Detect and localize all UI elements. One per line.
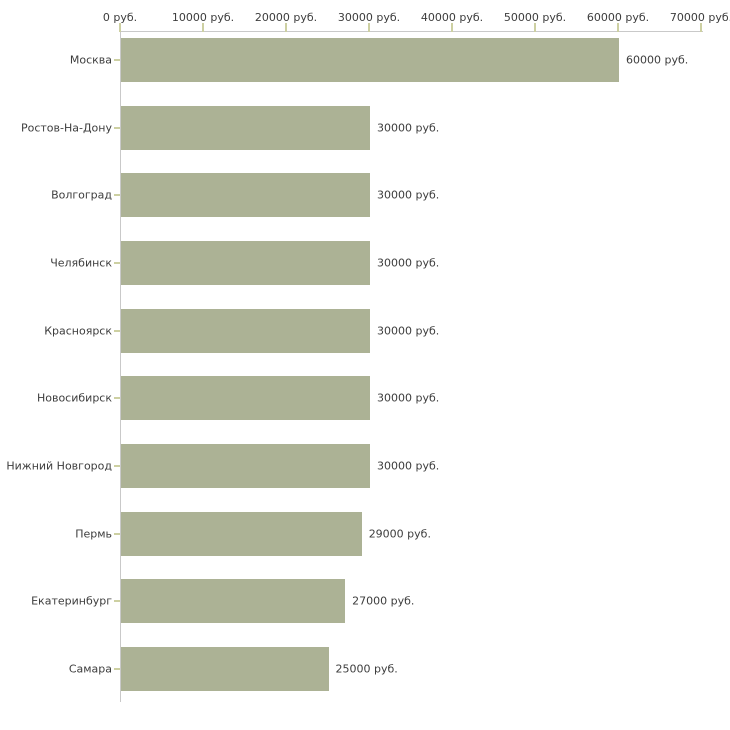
y-axis-line xyxy=(120,31,121,702)
bar-1 xyxy=(121,38,619,82)
y-axis-tick xyxy=(114,329,120,332)
y-axis-tick xyxy=(114,465,120,468)
x-axis-tick xyxy=(700,23,702,32)
category-label: Нижний Новгород xyxy=(6,459,112,473)
x-axis-tick-label: 70000 руб. xyxy=(669,11,730,24)
value-label: 25000 руб. xyxy=(335,662,398,676)
category-label: Красноярск xyxy=(44,324,112,338)
value-label: 30000 руб. xyxy=(377,256,440,270)
x-axis-tick-label: 20000 руб. xyxy=(254,11,318,24)
value-label: 29000 руб. xyxy=(368,527,431,541)
category-label: Екатеринбург xyxy=(31,594,112,608)
category-label: Самара xyxy=(68,662,112,676)
bar-7 xyxy=(121,444,370,489)
bar-2 xyxy=(121,105,370,150)
value-label: 27000 руб. xyxy=(352,594,415,608)
x-axis-tick xyxy=(285,23,287,32)
category-label: Челябинск xyxy=(50,256,112,270)
x-axis-tick-label: 0 руб. xyxy=(102,11,138,24)
y-axis-tick xyxy=(114,600,120,603)
bar-9 xyxy=(121,579,346,624)
x-axis-tick xyxy=(617,23,619,32)
value-label: 30000 руб. xyxy=(377,459,440,473)
category-label: Волгоград xyxy=(51,188,112,202)
y-axis-tick xyxy=(114,668,120,671)
bar-8 xyxy=(121,511,362,556)
y-axis-tick xyxy=(114,397,120,400)
bar-3 xyxy=(121,173,370,218)
y-axis-tick xyxy=(114,194,120,197)
y-axis-tick xyxy=(114,59,120,61)
value-label: 30000 руб. xyxy=(377,391,440,405)
value-label: 30000 руб. xyxy=(377,188,440,202)
bar-10 xyxy=(121,647,329,692)
value-label: 60000 руб. xyxy=(626,53,689,67)
y-axis-tick xyxy=(114,126,120,129)
x-axis-tick-label: 60000 руб. xyxy=(586,11,650,24)
bar-5 xyxy=(121,308,370,353)
y-axis-tick xyxy=(114,532,120,535)
category-label: Новосибирск xyxy=(36,391,112,405)
x-axis-tick xyxy=(451,23,453,32)
value-label: 30000 руб. xyxy=(377,324,440,338)
value-label: 30000 руб. xyxy=(377,121,440,135)
x-axis-tick-label: 40000 руб. xyxy=(420,11,484,24)
category-label: Пермь xyxy=(75,527,112,541)
x-axis-tick xyxy=(119,23,121,32)
x-axis-tick-label: 50000 руб. xyxy=(503,11,567,24)
bar-4 xyxy=(121,241,370,285)
category-label: Ростов-На-Дону xyxy=(20,121,112,135)
category-label: Москва xyxy=(69,53,112,67)
bar-6 xyxy=(121,376,370,421)
x-axis-tick-label: 10000 руб. xyxy=(171,11,235,24)
x-axis-tick-label: 30000 руб. xyxy=(337,11,401,24)
x-axis-tick xyxy=(202,23,204,32)
y-axis-tick xyxy=(114,262,120,264)
x-axis-tick xyxy=(368,23,370,32)
x-axis-line xyxy=(120,31,703,32)
x-axis-tick xyxy=(534,23,536,32)
